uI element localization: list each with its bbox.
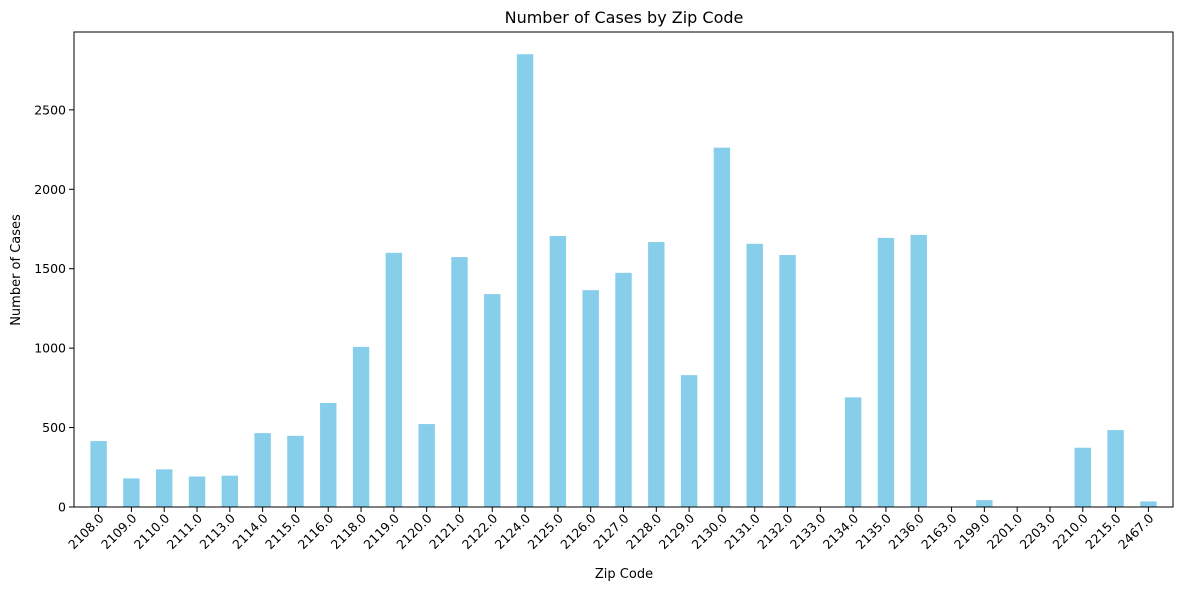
bar-2132.0 [779,255,796,507]
x-tick-label-2108.0: 2108.0 [65,510,107,552]
x-tick-label-2113.0: 2113.0 [196,510,238,552]
bar-2120.0 [418,424,435,507]
x-axis-label: Zip Code [595,567,653,582]
bar-2113.0 [221,475,239,507]
bar-2111.0 [188,476,206,507]
x-tick-label-2131.0: 2131.0 [721,510,763,552]
bar-2119.0 [385,252,403,507]
y-axis-label: Number of Cases [9,214,24,326]
x-tick-label-2129.0: 2129.0 [656,510,698,552]
bar-2114.0 [254,433,271,507]
bar-2108.0 [90,441,107,507]
x-tick-label-2125.0: 2125.0 [524,510,566,552]
x-tick-label-2124.0: 2124.0 [492,510,534,552]
bar-2467.0 [1140,501,1157,507]
y-tick-label-2000: 2000 [34,182,66,197]
x-tick-label-2133.0: 2133.0 [787,510,829,552]
x-tick-label-2127.0: 2127.0 [590,510,632,552]
x-tick-label-2201.0: 2201.0 [984,510,1026,552]
x-axis: 2108.02109.02110.02111.02113.02114.02115… [65,507,1157,552]
x-tick-label-2114.0: 2114.0 [229,510,271,552]
x-tick-label-2215.0: 2215.0 [1082,510,1124,552]
x-tick-label-2467.0: 2467.0 [1115,510,1157,552]
x-tick-label-2122.0: 2122.0 [459,510,501,552]
bar-2121.0 [451,257,468,507]
x-tick-label-2120.0: 2120.0 [393,510,435,552]
x-tick-label-2210.0: 2210.0 [1049,510,1091,552]
x-tick-label-2199.0: 2199.0 [951,510,993,552]
bar-2199.0 [976,500,993,507]
x-tick-label-2121.0: 2121.0 [426,510,468,552]
x-tick-label-2130.0: 2130.0 [688,510,730,552]
bar-2118.0 [352,346,370,507]
x-tick-label-2136.0: 2136.0 [885,510,927,552]
x-tick-label-2115.0: 2115.0 [262,510,304,552]
bar-2210.0 [1074,447,1091,507]
bar-2215.0 [1107,430,1124,507]
bar-2122.0 [484,294,501,507]
x-tick-label-2109.0: 2109.0 [98,510,140,552]
bar-2126.0 [582,290,599,507]
bar-2110.0 [156,469,173,507]
bar-2125.0 [549,235,567,508]
x-tick-label-2111.0: 2111.0 [164,510,206,552]
bar-2134.0 [844,397,862,507]
bar-2109.0 [123,478,140,507]
x-tick-label-2135.0: 2135.0 [853,510,895,552]
x-tick-label-2126.0: 2126.0 [557,510,599,552]
x-tick-label-2110.0: 2110.0 [131,510,173,552]
bar-2129.0 [680,375,698,507]
bar-2127.0 [615,272,632,507]
plot-area [73,31,1174,508]
x-tick-label-2163.0: 2163.0 [918,510,960,552]
x-tick-label-2119.0: 2119.0 [360,510,402,552]
x-tick-label-2118.0: 2118.0 [328,510,370,552]
x-tick-label-2203.0: 2203.0 [1017,510,1059,552]
bar-2130.0 [713,147,731,507]
bar-2136.0 [910,234,927,507]
x-tick-label-2132.0: 2132.0 [754,510,796,552]
bar-2124.0 [516,54,534,508]
y-tick-label-1000: 1000 [34,341,66,356]
bar-2135.0 [877,237,895,507]
y-tick-label-1500: 1500 [34,261,66,276]
chart-title: Number of Cases by Zip Code [505,8,744,27]
x-tick-label-2134.0: 2134.0 [820,510,862,552]
bar-2128.0 [648,242,665,507]
y-tick-label-500: 500 [42,420,66,435]
bar-2116.0 [320,402,337,507]
bar-2131.0 [746,243,763,507]
y-tick-label-0: 0 [58,500,66,515]
y-axis: 0 500 1000 1500 2000 2500 [34,102,74,515]
x-tick-label-2116.0: 2116.0 [295,510,337,552]
bar-2115.0 [287,435,304,507]
y-tick-label-2500: 2500 [34,102,66,117]
x-tick-label-2128.0: 2128.0 [623,510,665,552]
